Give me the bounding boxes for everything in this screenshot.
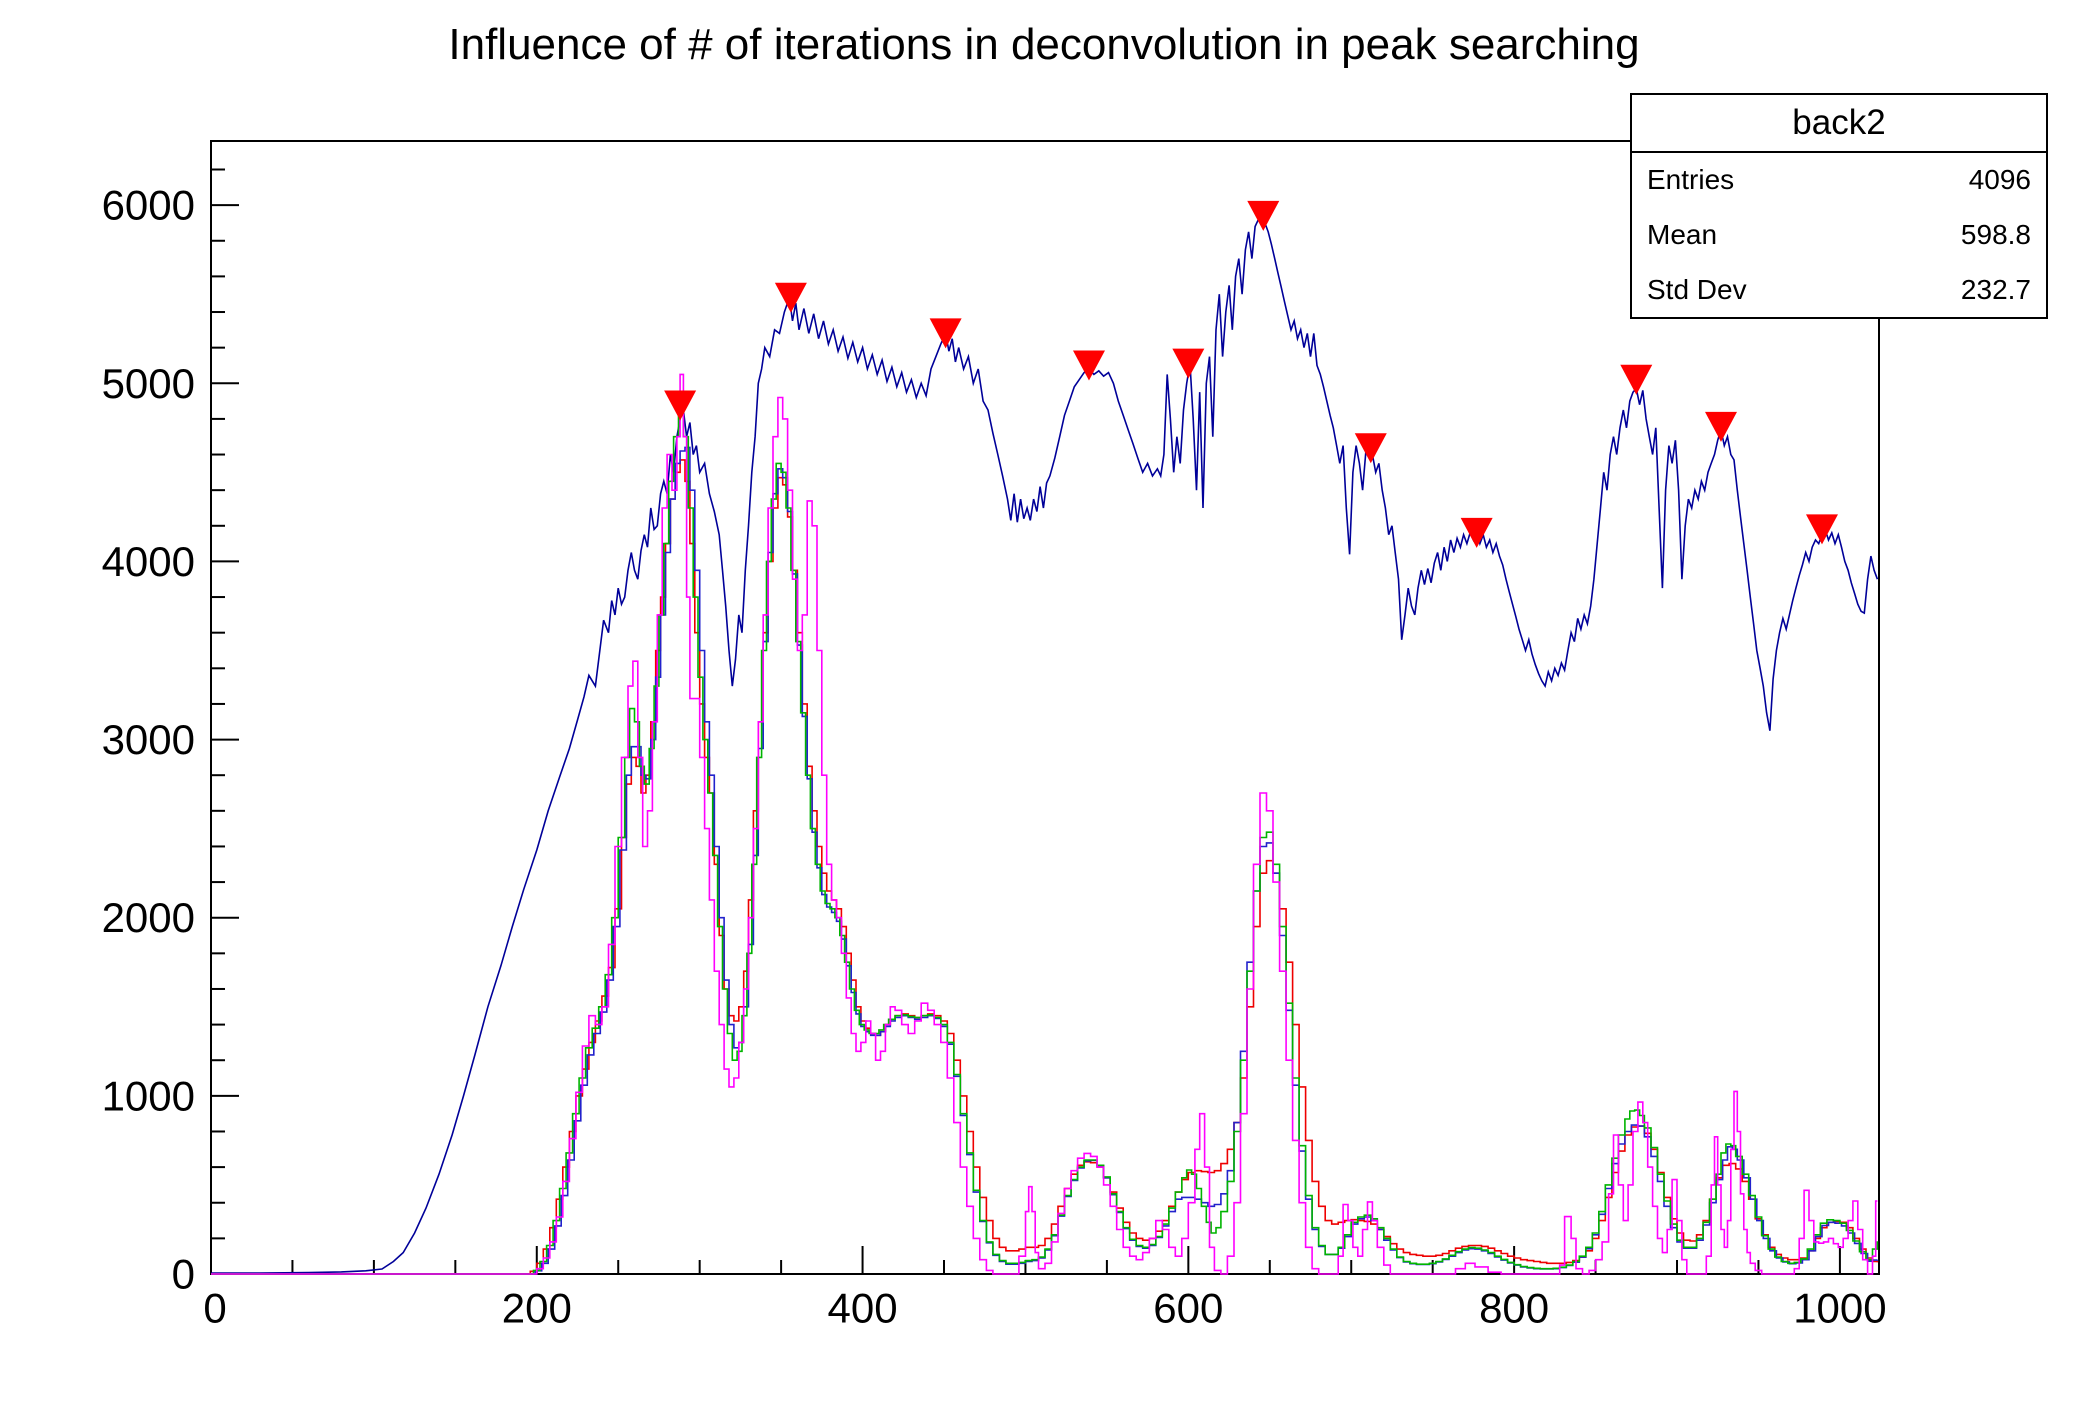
peak-marker-icon	[1247, 200, 1280, 231]
y-axis-tick-label: 0	[172, 1251, 195, 1298]
plot-frame	[210, 140, 1880, 1275]
series-source-spectrum	[211, 214, 1879, 1274]
stats-value-mean: 598.8	[1960, 219, 2031, 250]
stats-label-mean: Mean	[1647, 219, 1718, 250]
series-deconvolution-red	[211, 459, 1879, 1275]
stats-value-entries: 4096	[1968, 164, 2031, 196]
x-axis-tick-label: 800	[1479, 1284, 1549, 1331]
x-axis-tick-label: 600	[1153, 1284, 1223, 1331]
peak-marker-icon	[1172, 348, 1205, 379]
x-axis-tick-label: 0	[203, 1284, 226, 1331]
peak-marker-icon	[1620, 364, 1653, 395]
y-axis-tick-label: 2000	[102, 894, 195, 941]
peak-marker-icon	[1704, 411, 1737, 442]
stats-box-title: back2	[1632, 95, 2046, 153]
peak-marker-icon	[1072, 350, 1105, 381]
x-axis-tick-label: 400	[828, 1284, 898, 1331]
peak-marker-icon	[929, 318, 962, 349]
peak-marker-icon	[774, 282, 807, 313]
peak-marker-icon	[1460, 517, 1493, 548]
y-axis-tick-label: 5000	[102, 360, 195, 407]
y-axis-tick-label: 1000	[102, 1072, 195, 1119]
stats-value-stddev: 232.7	[1960, 273, 2031, 305]
stats-label-entries: Entries	[1647, 164, 1735, 196]
y-axis-tick-label: 4000	[102, 538, 195, 585]
x-axis-tick-label: 200	[502, 1284, 572, 1331]
stats-row-mean: Mean 598.8	[1632, 208, 2046, 263]
peak-marker-icon	[664, 390, 697, 421]
series-deconvolution-blue	[211, 446, 1879, 1275]
stats-box: back2 Entries 4096 Mean 598.8 Std Dev 23…	[1630, 93, 2048, 319]
stats-row-stddev: Std Dev 232.7	[1632, 262, 2046, 317]
peak-marker-icon	[1354, 433, 1387, 464]
y-axis-tick-label: 3000	[102, 716, 195, 763]
stats-row-entries: Entries 4096	[1632, 153, 2046, 208]
y-axis-tick-label: 6000	[102, 182, 195, 229]
series-deconvolution-green	[211, 412, 1879, 1275]
chart-title: Influence of # of iterations in deconvol…	[448, 20, 1640, 69]
series-deconvolution-magenta	[211, 373, 1878, 1275]
stats-label-stddev: Std Dev	[1647, 273, 1747, 305]
peak-marker-icon	[1805, 514, 1838, 545]
x-axis-tick-label: 1000	[1793, 1284, 1886, 1331]
